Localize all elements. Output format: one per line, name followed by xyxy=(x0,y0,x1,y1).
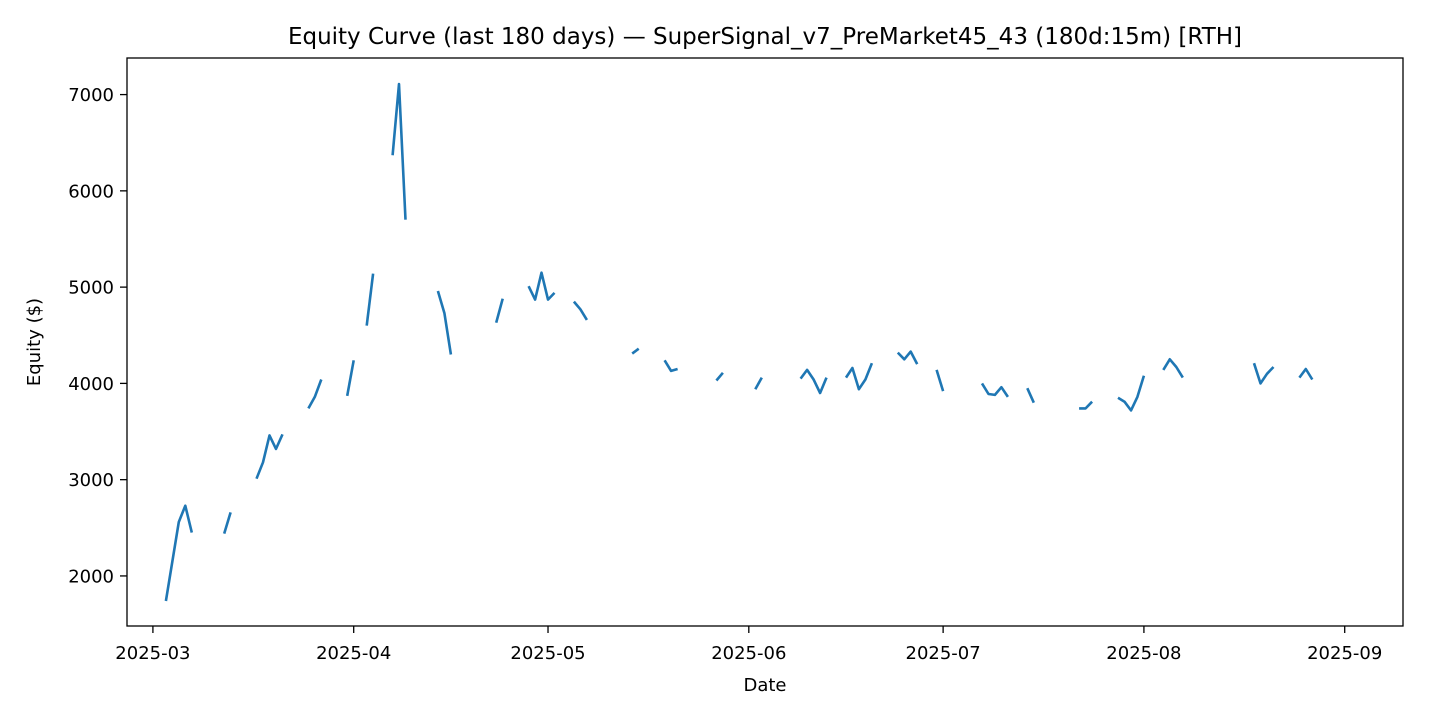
equity-line-segment xyxy=(663,359,678,373)
y-tick-label: 3000 xyxy=(68,470,114,491)
x-tick-label: 2025-04 xyxy=(316,643,391,664)
equity-line-segment xyxy=(307,379,323,410)
equity-line-segment xyxy=(222,512,232,534)
equity-line-segment xyxy=(844,362,874,391)
x-tick-label: 2025-07 xyxy=(906,643,981,664)
equity-line-segment xyxy=(391,82,407,220)
y-tick-label: 6000 xyxy=(68,181,114,202)
x-axis: 2025-03 2025-04 2025-05 2025-06 2025-07 2025-… xyxy=(115,626,1382,664)
equity-line-segment xyxy=(345,360,355,397)
equity-line-segment xyxy=(494,298,504,324)
equity-line-segment xyxy=(1298,367,1314,381)
equity-line-segment xyxy=(572,300,589,321)
chart-title: Equity Curve (last 180 days) — SuperSign… xyxy=(288,24,1242,50)
plot-area-frame xyxy=(126,57,1404,627)
equity-line-segment xyxy=(1252,362,1275,385)
equity-line-segment xyxy=(754,376,763,390)
x-tick-label: 2025-08 xyxy=(1106,643,1181,664)
y-tick-label: 7000 xyxy=(68,85,114,106)
x-tick-label: 2025-05 xyxy=(510,643,585,664)
equity-line-segment xyxy=(715,371,724,382)
equity-line-segment xyxy=(527,271,556,301)
equity-line-segment xyxy=(896,350,919,365)
y-tick-label: 4000 xyxy=(68,374,114,395)
y-tick-label: 2000 xyxy=(68,566,114,587)
y-tick-label: 5000 xyxy=(68,278,114,299)
equity-line-segment xyxy=(631,347,640,355)
equity-line-segment xyxy=(1026,387,1035,404)
plot-lines xyxy=(164,82,1314,602)
equity-line-segment xyxy=(1162,358,1184,379)
equity-line-segment xyxy=(365,273,375,326)
equity-line-segment xyxy=(1079,400,1094,410)
x-axis-label: Date xyxy=(743,675,786,696)
x-tick-label: 2025-09 xyxy=(1307,643,1382,664)
y-axis-label: Equity ($) xyxy=(24,298,45,386)
equity-line-segment xyxy=(255,433,284,480)
y-axis: 2000 3000 4000 5000 6000 7000 xyxy=(68,85,127,587)
equity-line-segment xyxy=(1117,375,1146,412)
x-tick-label: 2025-03 xyxy=(115,643,190,664)
equity-line-segment xyxy=(799,368,828,395)
x-tick-label: 2025-06 xyxy=(711,643,786,664)
equity-line-segment xyxy=(164,504,194,602)
equity-line-segment xyxy=(980,382,1009,398)
equity-line-segment xyxy=(935,369,945,392)
equity-line-segment xyxy=(436,290,453,355)
